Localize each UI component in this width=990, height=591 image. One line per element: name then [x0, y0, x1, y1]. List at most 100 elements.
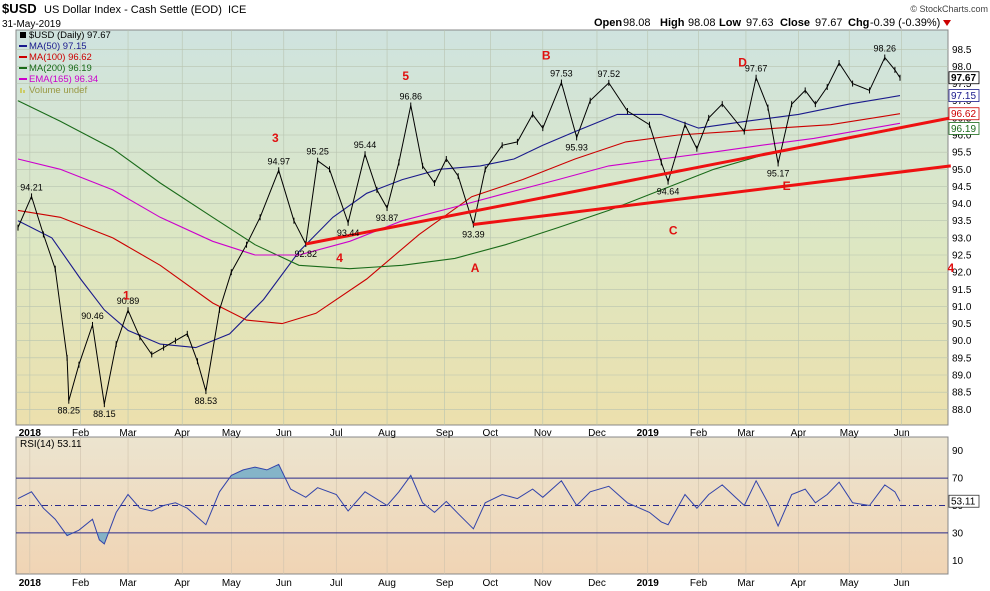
legend-volume-icon	[20, 88, 22, 93]
wave-label: C	[669, 223, 678, 237]
rsi-x-tick-label: Feb	[690, 578, 708, 589]
wave-label: 1	[123, 289, 130, 303]
price-x-tick-label: Apr	[791, 428, 807, 439]
price-y-tick-label: 97.5	[952, 79, 972, 90]
rsi-x-tick-label: Nov	[534, 578, 552, 589]
rsi-x-tick-label: Mar	[737, 578, 755, 589]
price-annotation: 97.53	[550, 69, 573, 79]
price-annotation: 95.44	[354, 140, 377, 150]
price-annotation: 88.25	[58, 406, 81, 416]
price-x-tick-label: Mar	[737, 428, 755, 439]
series-ma-200-	[17, 100, 901, 270]
price-annotation: 88.15	[93, 409, 116, 419]
rsi-x-tick-label: Apr	[791, 578, 807, 589]
exchange: ICE	[228, 4, 246, 16]
last-value-badge	[948, 71, 980, 85]
price-x-tick-label: May	[222, 428, 241, 439]
close-label: Close	[780, 17, 810, 29]
price-y-tick-label: 90.0	[952, 336, 972, 347]
rsi-x-tick-label: Mar	[119, 578, 137, 589]
price-y-tick-label: 92.0	[952, 268, 972, 279]
price-x-tick-label: Jun	[894, 428, 910, 439]
price-y-tick-label: 88.0	[952, 405, 972, 416]
price-y-tick-label: 95.0	[952, 165, 972, 176]
rsi-x-tick-label: Jun	[894, 578, 910, 589]
price-x-tick-label: Dec	[588, 428, 606, 439]
wave-label: 5	[402, 69, 409, 83]
low-value: 97.63	[746, 17, 774, 29]
price-annotation: 94.64	[657, 187, 680, 197]
price-x-tick-label: Feb	[690, 428, 708, 439]
price-y-tick-label: 89.5	[952, 353, 972, 364]
price-x-tick-label: Jun	[276, 428, 292, 439]
wave-label: E	[783, 179, 791, 193]
rsi-x-tick-label: Jun	[276, 578, 292, 589]
price-annotation: 98.26	[873, 44, 896, 54]
legend-item-label: Volume undef	[29, 85, 87, 96]
legend-item-label: $USD (Daily) 97.67	[29, 30, 111, 41]
price-annotation: 96.86	[399, 92, 422, 102]
rsi-y-tick-label: 70	[952, 474, 964, 485]
price-x-tick-label: Mar	[119, 428, 137, 439]
price-y-tick-label: 95.5	[952, 148, 972, 159]
price-annotation: 93.87	[376, 213, 399, 223]
price-x-tick-label: Oct	[483, 428, 499, 439]
wave-label: 4	[947, 261, 954, 275]
price-annotation: 88.53	[195, 396, 218, 406]
wave-label: A	[471, 261, 480, 275]
down-arrow-icon	[943, 20, 951, 26]
copyright: © StockCharts.com	[910, 4, 988, 14]
rsi-x-tick-label: 2018	[19, 578, 42, 589]
price-x-tick-label: Feb	[72, 428, 90, 439]
last-value-label: 96.62	[951, 109, 976, 120]
rsi-x-tick-label: Jul	[330, 578, 343, 589]
wave-label: B	[542, 49, 551, 63]
rsi-y-tick-label: 90	[952, 446, 964, 457]
series-rsi	[17, 463, 901, 545]
price-x-tick-label: Jul	[330, 428, 343, 439]
price-x-tick-label: Apr	[174, 428, 190, 439]
price-y-tick-label: 92.5	[952, 251, 972, 262]
rsi-x-tick-label: Aug	[378, 578, 396, 589]
legend-item-label: MA(200) 96.19	[29, 63, 92, 74]
last-value-badge	[948, 122, 980, 135]
price-y-tick-label: 96.0	[952, 131, 972, 142]
price-annotation: 95.93	[565, 142, 588, 152]
price-y-tick-label: 94.0	[952, 199, 972, 210]
price-y-tick-label: 91.0	[952, 302, 972, 313]
price-annotation: 97.67	[745, 64, 768, 74]
rsi-x-tick-label: Oct	[483, 578, 499, 589]
trendline	[473, 164, 951, 226]
price-y-tick-label: 94.5	[952, 182, 972, 193]
chg-label: Chg	[848, 17, 869, 29]
wave-label: 3	[272, 131, 279, 145]
high-label: High	[660, 17, 685, 29]
rsi-x-tick-label: 2019	[637, 578, 660, 589]
price-annotation: 93.44	[337, 228, 360, 238]
last-value-label: 96.19	[951, 124, 976, 135]
trendline	[305, 116, 952, 246]
high-value: 98.08	[688, 17, 716, 29]
legend-item-label: MA(50) 97.15	[29, 41, 87, 52]
price-x-tick-label: Aug	[378, 428, 396, 439]
series-ema-165-	[17, 122, 901, 256]
price-y-tick-label: 88.5	[952, 388, 972, 399]
price-y-tick-label: 90.5	[952, 319, 972, 330]
last-value-label: 97.67	[951, 73, 976, 84]
price-y-tick-label: 98.0	[952, 62, 972, 73]
price-annotation: 94.21	[20, 182, 43, 192]
price-y-tick-label: 98.5	[952, 45, 972, 56]
rsi-y-tick-label: 10	[952, 556, 964, 567]
rsi-x-tick-label: May	[222, 578, 241, 589]
rsi-last-value-badge	[948, 494, 980, 508]
price-y-tick-label: 93.5	[952, 216, 972, 227]
ohlc-readout: Open 98.08 High 98.08 Low 97.63 Close 97…	[594, 17, 951, 29]
rsi-x-tick-label: May	[840, 578, 859, 589]
price-x-tick-label: 2019	[637, 428, 660, 439]
price-x-tick-label: May	[840, 428, 859, 439]
chart-date: 31-May-2019	[2, 19, 61, 30]
price-annotation: 90.89	[117, 296, 140, 306]
open-label: Open	[594, 17, 622, 29]
price-annotation: 90.46	[81, 311, 104, 321]
